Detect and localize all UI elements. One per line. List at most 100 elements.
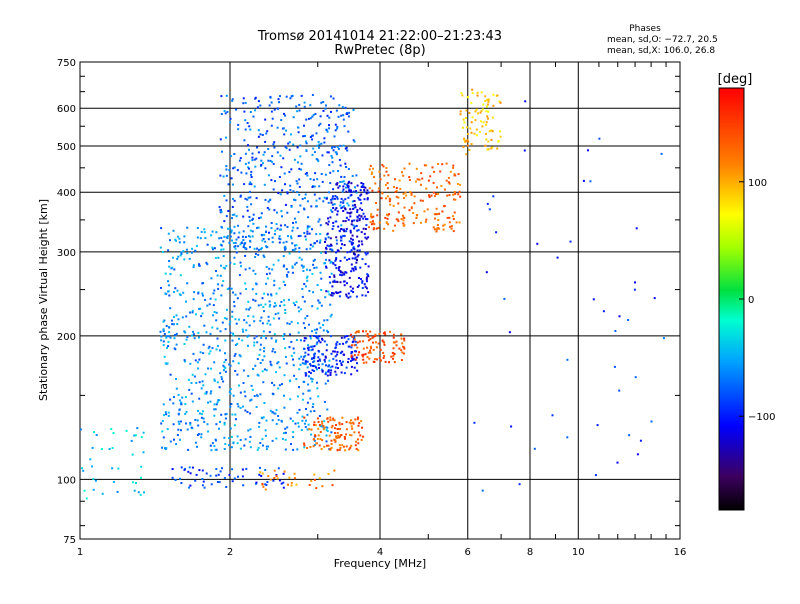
data-point [383,174,386,177]
data-point [487,117,489,120]
data-point [324,107,327,110]
data-point [172,256,174,259]
chart-subtitle: RwPretec (8p) [334,43,425,58]
data-point [316,368,318,371]
data-point [205,261,208,264]
data-point [402,222,405,225]
data-point [286,426,289,429]
data-point [329,416,332,419]
data-point [169,307,172,310]
data-point [393,185,395,188]
data-point [357,196,360,199]
data-point [365,361,368,364]
data-point [341,271,344,274]
data-point [273,333,276,336]
data-point [592,298,595,301]
data-point [324,173,327,176]
data-point [386,187,389,190]
data-point [305,238,307,241]
data-point [328,127,330,130]
data-point [341,423,344,426]
data-point [85,497,88,500]
data-point [198,263,201,266]
data-point [178,237,181,240]
data-point [273,279,276,282]
data-point [274,340,277,343]
data-point [279,224,282,227]
data-point [323,141,326,144]
data-point [261,134,264,136]
data-point [352,190,355,193]
data-point [282,432,285,435]
data-point [291,94,294,97]
data-point [301,398,304,401]
data-point [347,185,350,188]
data-point [190,392,193,395]
data-point [331,249,334,252]
data-point [359,266,362,269]
data-point [346,258,348,261]
data-point [296,411,299,414]
data-point [338,158,341,161]
data-point [323,137,326,140]
data-point [211,246,214,249]
data-point [350,365,353,368]
data-point [232,197,234,200]
data-point [233,424,236,427]
data-point [343,234,346,237]
data-point [428,194,430,197]
data-point [325,371,328,374]
data-point [271,117,274,120]
data-point [236,297,239,300]
data-point [485,138,488,141]
data-point [297,126,299,129]
data-point [309,446,312,448]
data-point [327,369,330,372]
data-point [257,226,260,229]
data-point [267,293,269,296]
data-point [331,292,333,294]
grid-layer [80,62,680,539]
data-point [323,340,326,343]
data-point [314,424,317,427]
data-point [587,149,589,152]
data-point [359,207,362,210]
data-point [352,139,355,142]
data-point [302,392,305,395]
data-point [230,229,233,232]
data-point [290,237,293,240]
data-point [248,324,251,327]
data-point [213,311,216,313]
data-point [304,135,306,137]
data-point [347,168,350,170]
data-point [345,227,348,230]
data-point [236,373,239,376]
data-point [209,444,212,447]
data-point [392,204,395,207]
data-point [79,428,82,431]
data-point [350,241,353,244]
data-point [277,98,280,101]
data-point [248,167,250,170]
y-tick-label: 750 [57,58,76,69]
data-point [556,256,559,259]
data-point [220,236,223,239]
data-point [273,284,276,287]
data-point [320,251,323,254]
data-point [324,373,327,376]
data-point [173,291,175,293]
data-point [184,331,187,334]
data-point [618,315,621,318]
data-point [223,448,226,450]
data-point [403,206,406,209]
data-point [354,343,357,346]
data-point [232,334,235,337]
data-point [331,203,334,206]
data-point [337,115,340,118]
data-point [306,268,308,271]
data-point [404,191,407,194]
data-point [245,248,248,251]
data-point [310,428,313,431]
data-point [415,167,418,170]
data-point [203,231,206,234]
